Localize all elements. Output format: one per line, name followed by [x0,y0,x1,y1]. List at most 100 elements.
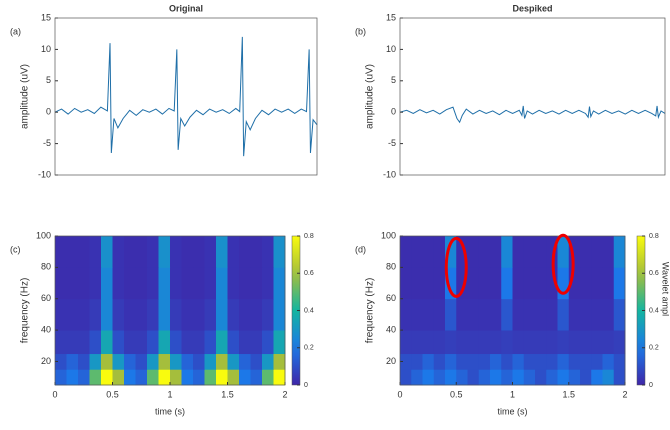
heatmap-cell [181,369,194,386]
highlight-circle [444,236,468,298]
heatmap-cell [512,267,525,300]
heatmap-cell [445,298,457,331]
heatmap-cell [273,330,286,355]
y-tick-label: 20 [386,356,396,366]
heatmap-cell [478,330,491,355]
heatmap-cell [557,267,570,300]
heatmap-cell [535,330,547,355]
heatmap-cell [467,298,480,331]
y-tick-label: 80 [41,262,51,272]
heatmap-cell [112,236,125,268]
y-tick-label: 10 [386,44,396,54]
heatmap-cell [613,330,626,355]
heatmap-cell [501,353,513,370]
heatmap-cell [445,267,457,300]
heatmap-cell [557,298,570,331]
heatmap-cell [78,267,90,300]
heatmap-cell [400,236,412,268]
heatmap-cell [193,369,205,386]
heatmap-cell [591,298,603,331]
x-axis-label: time (s) [155,406,185,416]
heatmap-cell [124,267,136,300]
heatmap-cell [523,236,536,268]
heatmap-cell [250,298,263,331]
y-tick-label: 40 [41,324,51,334]
heatmap-cell [456,369,468,386]
heatmap-cell [112,369,125,386]
heatmap-cell [193,236,205,268]
heatmap-cell [613,236,626,268]
heatmap-cell [273,236,286,268]
heatmap-cell [78,298,90,331]
heatmap-cell [523,330,536,355]
colorbar-tick-label: 0 [304,382,308,389]
heatmap-cell [591,267,603,300]
heatmap-cell [216,236,228,268]
heatmap-cell [535,267,547,300]
heatmap-cell [411,236,423,268]
heatmap-cell [112,298,125,331]
heatmap-cell [124,353,136,370]
heatmap-cell [557,353,570,370]
heatmap-cell [227,353,240,370]
heatmap-cell [580,353,592,370]
heatmap-cell [273,369,286,386]
heatmap-cell [181,298,194,331]
heatmap-cell [557,369,570,386]
x-tick-label: 1.5 [562,389,575,399]
heatmap-cell [170,353,182,370]
heatmap-cell [193,330,205,355]
y-tick-label: -10 [383,169,396,179]
heatmap-cell [557,236,570,268]
y-axis-label: amplitude (uV) [365,64,376,129]
heatmap-cell [411,330,423,355]
heatmap-cell [456,353,468,370]
heatmap-cell [216,267,228,300]
panel-title: Despiked [512,3,552,13]
heatmap-cell [204,353,217,370]
heatmap-cell [568,236,581,268]
heatmap-cell [422,369,435,386]
heatmap-cell [112,353,125,370]
heatmap-cell [433,330,446,355]
heatmap-cell [568,353,581,370]
y-tick-label: 60 [386,293,396,303]
heatmap-cell [227,298,240,331]
heatmap-cell [193,267,205,300]
heatmap-cell [512,298,525,331]
heatmap-cell [181,330,194,355]
heatmap-cell [239,330,251,355]
heatmap-cell [239,298,251,331]
heatmap-cell [467,330,480,355]
heatmap-cell [456,236,468,268]
heatmap-cell [250,353,263,370]
y-tick-label: 15 [386,12,396,22]
heatmap-cell [501,236,513,268]
highlight-circle [551,233,575,295]
heatmap-cell [490,298,502,331]
heatmap-cell [591,353,603,370]
heatmap-cell [78,330,90,355]
heatmap-cell [422,236,435,268]
heatmap-cell [66,369,79,386]
colorbar-label: Wavelet amplitude (a.u.) [661,262,670,359]
colorbar-tick-label: 0.2 [649,345,659,352]
heatmap-cell [101,236,113,268]
heatmap-cell [501,369,513,386]
panel-title: Original [169,3,203,13]
colorbar-tick-label: 0.6 [649,270,659,277]
heatmap-cell [433,267,446,300]
heatmap-cell [55,298,67,331]
x-tick-label: 0 [52,389,57,399]
heatmap-cell [411,267,423,300]
panel-label: (a) [10,26,21,36]
heatmap-cell [147,267,159,300]
heatmap-cell [250,330,263,355]
heatmap-cell [158,267,171,300]
heatmap-cell [135,369,148,386]
heatmap-cell [262,236,274,268]
heatmap-cell [101,298,113,331]
heatmap-cell [478,267,491,300]
heatmap-cell [135,298,148,331]
heatmap-cell [546,353,558,370]
